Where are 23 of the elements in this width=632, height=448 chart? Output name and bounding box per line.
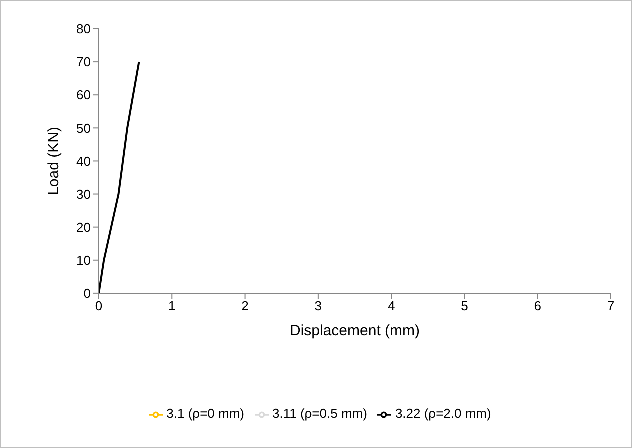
y-tick-label: 10 <box>76 253 91 268</box>
y-tick-label: 40 <box>76 154 91 169</box>
y-tick-label: 20 <box>76 220 91 235</box>
y-tick-label: 50 <box>76 120 91 136</box>
x-tick-label: 5 <box>461 298 468 314</box>
x-tick-label: 1 <box>168 298 176 314</box>
x-tick-label: 6 <box>534 298 542 314</box>
y-tick-label: 0 <box>84 286 91 302</box>
y-tick-label: 80 <box>76 22 91 37</box>
x-tick-label: 3 <box>314 298 322 314</box>
x-tick-label: 7 <box>607 298 615 314</box>
line-series <box>99 61 140 294</box>
x-tick-label: 0 <box>95 298 103 314</box>
x-tick-label: 2 <box>242 298 249 314</box>
legend-label: 3.1 (ρ=0 mm) <box>166 406 244 421</box>
x-tick-label: 4 <box>388 298 396 314</box>
y-tick-label: 70 <box>76 54 91 70</box>
y-tick-label: 60 <box>76 88 91 103</box>
x-axis-title: Displacement (mm) <box>290 322 420 340</box>
legend-label: 3.22 (ρ=2.0 mm) <box>395 406 492 421</box>
legend-label: 3.11 (ρ=0.5 mm) <box>272 406 368 421</box>
y-tick-label: 30 <box>76 186 91 202</box>
y-axis-title: Load (KN) <box>45 127 62 196</box>
